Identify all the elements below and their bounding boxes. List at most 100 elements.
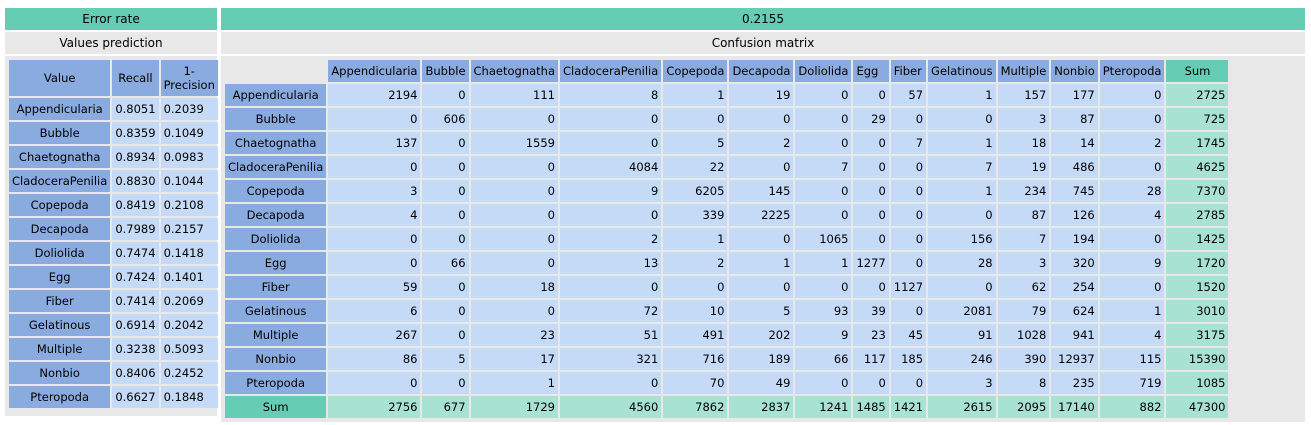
matrix-cell: 0 — [890, 156, 927, 178]
matrix-column-sum: 677 — [422, 396, 469, 418]
matrix-row-sum: 3175 — [1166, 324, 1229, 346]
values-row: Pteropoda 0.6627 0.1848 — [9, 386, 218, 408]
matrix-cell: 28 — [928, 252, 996, 274]
precision-error-value: 0.0983 — [160, 146, 218, 168]
class-label: Doliolida — [9, 242, 111, 264]
matrix-cell: 1127 — [890, 276, 927, 298]
matrix-cell: 39 — [853, 300, 889, 322]
matrix-cell: 4 — [1099, 204, 1165, 226]
matrix-cell: 0 — [795, 132, 852, 154]
matrix-cell: 719 — [1099, 372, 1165, 394]
matrix-cell: 9 — [795, 324, 852, 346]
matrix-corner — [225, 60, 326, 82]
matrix-cell: 7 — [997, 228, 1050, 250]
matrix-row: Copepoda 3 0 0 9 6205 145 0 0 0 1 234 745 28 7370 — [225, 180, 1229, 202]
matrix-cell: 0 — [890, 228, 927, 250]
matrix-row-header: Decapoda — [225, 204, 327, 226]
matrix-row-sum: 1085 — [1166, 372, 1229, 394]
matrix-row-header: CladoceraPenilia — [225, 156, 327, 178]
matrix-row-sum: 2785 — [1166, 204, 1229, 226]
matrix-cell: 157 — [997, 84, 1050, 106]
values-row: Egg 0.7424 0.1401 — [9, 266, 218, 288]
matrix-column-header: Pteropoda — [1099, 60, 1165, 82]
matrix-cell: 1 — [663, 228, 728, 250]
matrix-row-sum: 1520 — [1166, 276, 1229, 298]
matrix-cell: 0 — [795, 84, 852, 106]
matrix-cell: 14 — [1051, 132, 1098, 154]
matrix-cell: 7 — [890, 132, 927, 154]
precision-error-value: 0.2108 — [160, 194, 218, 216]
values-header-0: Value — [9, 60, 111, 96]
matrix-cell: 0 — [1099, 108, 1165, 130]
matrix-row-header: Multiple — [225, 324, 327, 346]
precision-error-value: 0.1418 — [160, 242, 218, 264]
matrix-column-sum: 2615 — [928, 396, 996, 418]
matrix-row-sum: 1745 — [1166, 132, 1229, 154]
precision-error-value: 0.1049 — [160, 122, 218, 144]
matrix-cell: 126 — [1051, 204, 1098, 226]
precision-error-value: 0.1848 — [160, 386, 218, 408]
matrix-cell: 19 — [729, 84, 794, 106]
matrix-column-sum: 1485 — [853, 396, 889, 418]
matrix-cell: 0 — [422, 276, 469, 298]
matrix-column-sum: 17140 — [1051, 396, 1098, 418]
matrix-cell: 624 — [1051, 300, 1098, 322]
matrix-row: CladoceraPenilia 0 0 0 4084 22 0 7 0 0 7 19 486 0 4625 — [225, 156, 1229, 178]
matrix-row-sum: 7370 — [1166, 180, 1229, 202]
matrix-cell: 234 — [997, 180, 1050, 202]
values-header-2: 1- Precision — [160, 60, 218, 96]
recall-value: 0.8406 — [112, 362, 159, 384]
matrix-cell: 2 — [663, 252, 728, 274]
matrix-row: Gelatinous 6 0 0 72 10 5 93 39 0 2081 79 624 1 3010 — [225, 300, 1229, 322]
matrix-cell: 8 — [560, 84, 662, 106]
matrix-cell: 0 — [890, 204, 927, 226]
matrix-cell: 1 — [795, 252, 852, 274]
matrix-row-header: Gelatinous — [225, 300, 327, 322]
matrix-column-sum: 2095 — [997, 396, 1050, 418]
matrix-cell: 0 — [890, 180, 927, 202]
matrix-column-sum: 1421 — [890, 396, 927, 418]
matrix-cell: 1065 — [795, 228, 852, 250]
matrix-cell: 0 — [928, 108, 996, 130]
matrix-cell: 12937 — [1051, 348, 1098, 370]
matrix-cell: 0 — [560, 372, 662, 394]
class-label: Copepoda — [9, 194, 111, 216]
matrix-cell: 0 — [853, 276, 889, 298]
matrix-cell: 86 — [328, 348, 421, 370]
matrix-cell: 1277 — [853, 252, 889, 274]
matrix-cell: 1 — [928, 132, 996, 154]
matrix-row: Appendicularia 2194 0 111 8 1 19 0 0 57 1 157 177 0 27… — [225, 84, 1229, 106]
matrix-cell: 0 — [470, 252, 558, 274]
matrix-column-sum: 7862 — [663, 396, 728, 418]
error-rate-value: 0.2155 — [221, 8, 1305, 30]
matrix-column-header: Doliolida — [795, 60, 852, 82]
matrix-cell: 0 — [890, 300, 927, 322]
matrix-cell: 0 — [729, 276, 794, 298]
matrix-cell: 0 — [328, 252, 421, 274]
matrix-cell: 6 — [328, 300, 421, 322]
class-label: Bubble — [9, 122, 111, 144]
matrix-row: Decapoda 4 0 0 0 339 2225 0 0 0 0 87 126 4 2785 — [225, 204, 1229, 226]
matrix-cell: 321 — [560, 348, 662, 370]
matrix-cell: 0 — [853, 84, 889, 106]
matrix-cell: 0 — [560, 108, 662, 130]
matrix-column-sum: 2756 — [328, 396, 421, 418]
class-label: Chaetognatha — [9, 146, 111, 168]
recall-value: 0.8830 — [112, 170, 159, 192]
matrix-row: Doliolida 0 0 0 2 1 0 1065 0 0 156 7 194 0 1425 — [225, 228, 1229, 250]
matrix-cell: 70 — [663, 372, 728, 394]
values-row: Copepoda 0.8419 0.2108 — [9, 194, 218, 216]
matrix-cell: 0 — [795, 276, 852, 298]
matrix-cell: 1559 — [470, 132, 558, 154]
matrix-cell: 0 — [795, 108, 852, 130]
matrix-cell: 246 — [928, 348, 996, 370]
matrix-cell: 3 — [997, 108, 1050, 130]
values-header-1: Recall — [112, 60, 159, 96]
matrix-cell: 0 — [1099, 276, 1165, 298]
matrix-cell: 0 — [470, 156, 558, 178]
matrix-column-header: Appendicularia — [328, 60, 421, 82]
matrix-cell: 117 — [853, 348, 889, 370]
values-row: Nonbio 0.8406 0.2452 — [9, 362, 218, 384]
matrix-row: Fiber 59 0 18 0 0 0 0 0 1127 0 62 254 0 1520 — [225, 276, 1229, 298]
recall-value: 0.6627 — [112, 386, 159, 408]
